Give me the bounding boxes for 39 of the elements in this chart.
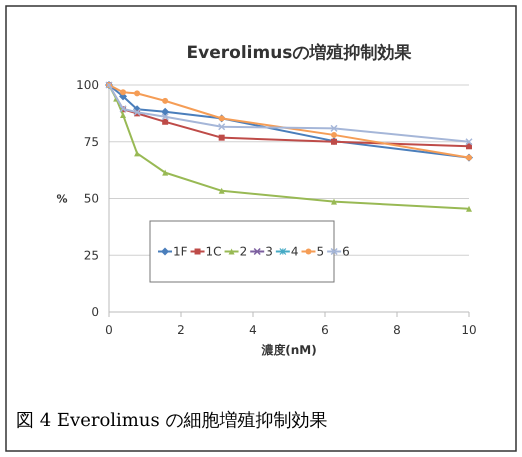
x-tick-label: 4 (249, 323, 257, 337)
x-tick-label: 6 (321, 323, 329, 337)
point (331, 198, 337, 205)
y-tick-label: 75 (84, 134, 99, 149)
point (134, 150, 140, 156)
legend-label: 1F (173, 244, 188, 258)
point (120, 89, 126, 96)
point (465, 138, 473, 146)
x-tick-label: 10 (461, 323, 477, 337)
point (162, 98, 168, 104)
point (218, 134, 225, 141)
legend-label: 4 (290, 244, 298, 258)
legend-label: 3 (265, 244, 273, 258)
chart-title: Everolimusの増殖抑制効果 (186, 42, 412, 63)
point (466, 206, 472, 212)
point (330, 124, 338, 132)
y-tick-label: 25 (84, 248, 99, 262)
point (134, 90, 140, 96)
x-axis-title: 濃度(nM) (260, 343, 317, 357)
x-tick-label: 0 (105, 323, 113, 337)
y-tick-label: 50 (84, 192, 99, 206)
legend-label: 6 (342, 244, 350, 258)
point (162, 118, 168, 125)
y-tick-label: 0 (91, 305, 99, 319)
y-tick-label: 100 (76, 78, 99, 92)
x-tick-label: 8 (393, 323, 401, 337)
legend-label: 2 (240, 244, 248, 258)
point (331, 132, 337, 138)
point (120, 112, 126, 118)
point (218, 123, 226, 131)
point (218, 188, 225, 194)
x-tick-label: 2 (177, 323, 185, 337)
point (162, 170, 168, 176)
caption: 図 4 Everolimus の細胞増殖抑制効果 (16, 410, 328, 431)
y-axis-title: % (56, 192, 68, 206)
point (161, 113, 169, 121)
legend-label: 1C (206, 244, 222, 258)
point (161, 108, 170, 116)
legend-label: 5 (316, 244, 324, 258)
